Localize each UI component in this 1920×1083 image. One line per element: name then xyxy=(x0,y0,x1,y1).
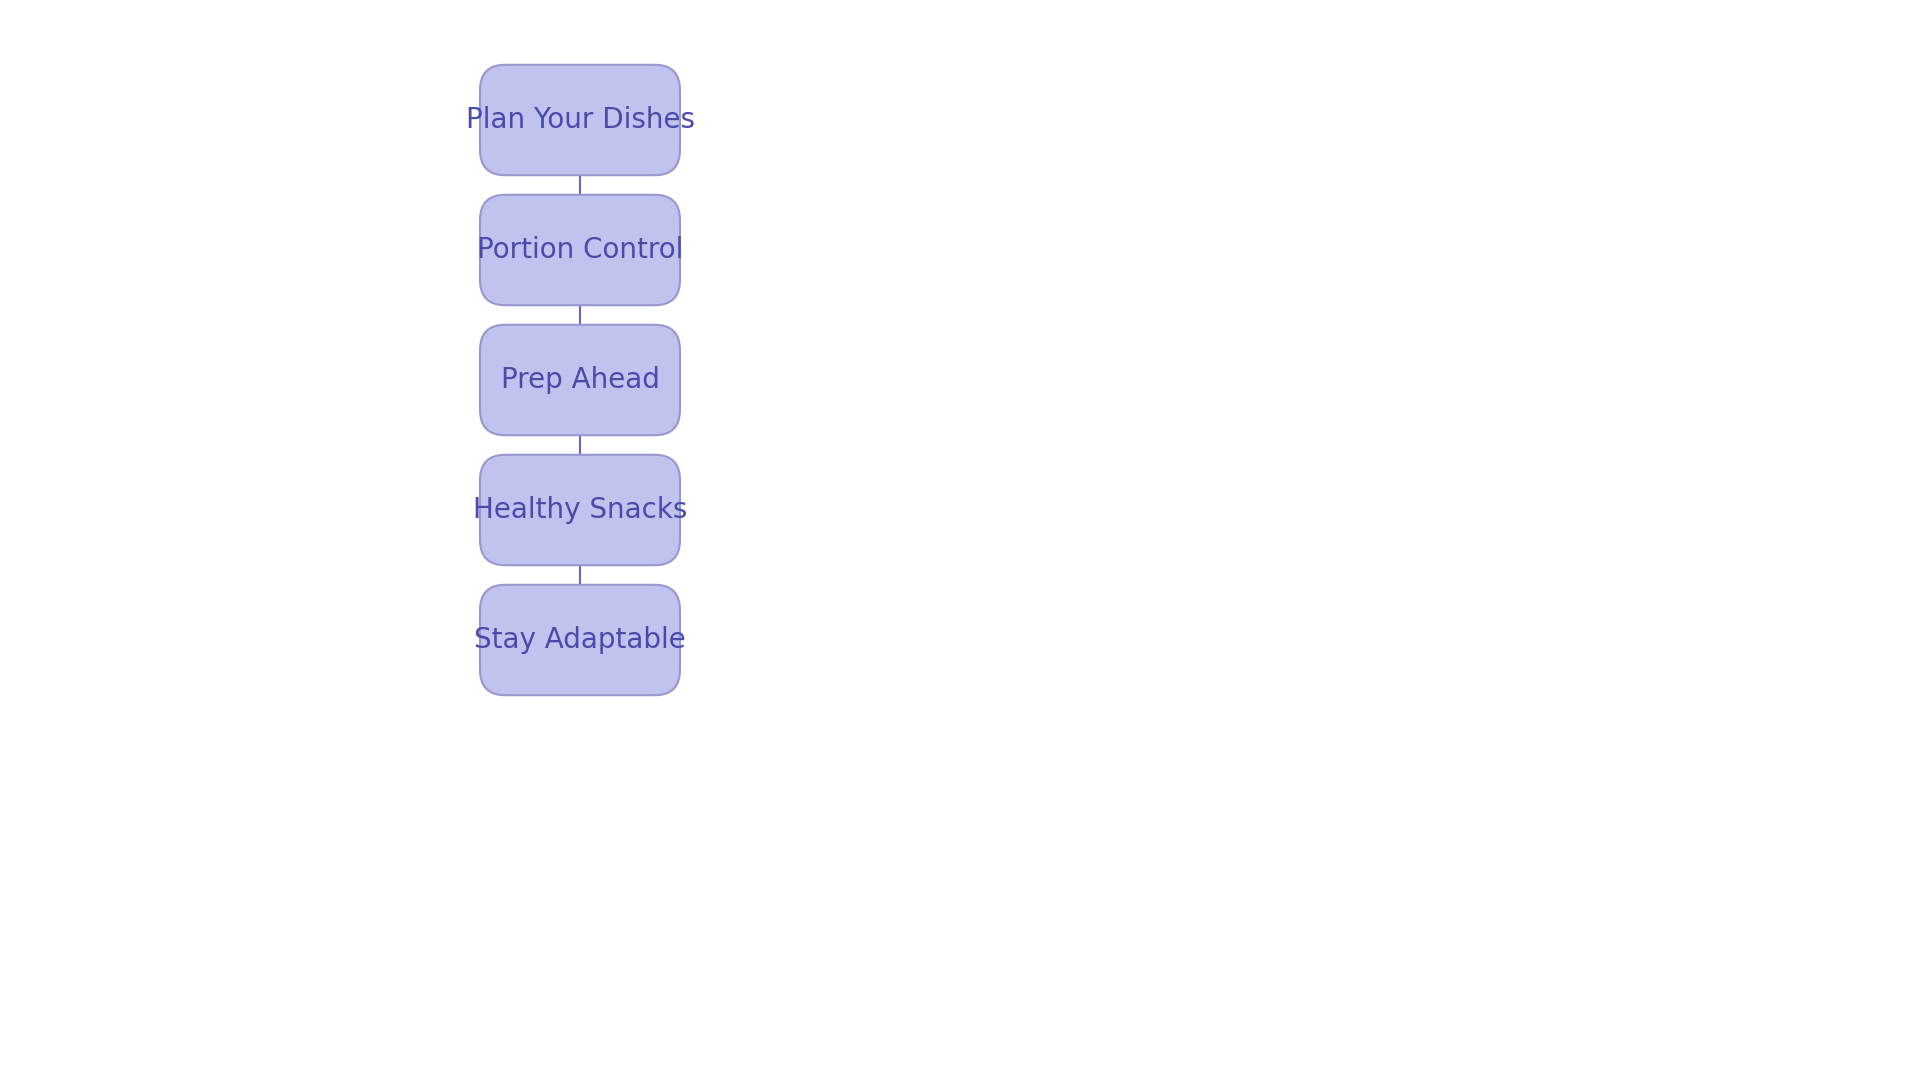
Text: Healthy Snacks: Healthy Snacks xyxy=(472,496,687,524)
FancyBboxPatch shape xyxy=(480,455,680,565)
FancyBboxPatch shape xyxy=(480,65,680,175)
Text: Stay Adaptable: Stay Adaptable xyxy=(474,626,685,654)
Text: Plan Your Dishes: Plan Your Dishes xyxy=(465,106,695,134)
Text: Portion Control: Portion Control xyxy=(476,236,684,264)
FancyBboxPatch shape xyxy=(480,195,680,305)
Text: Prep Ahead: Prep Ahead xyxy=(501,366,659,394)
FancyBboxPatch shape xyxy=(480,325,680,435)
FancyBboxPatch shape xyxy=(480,585,680,695)
